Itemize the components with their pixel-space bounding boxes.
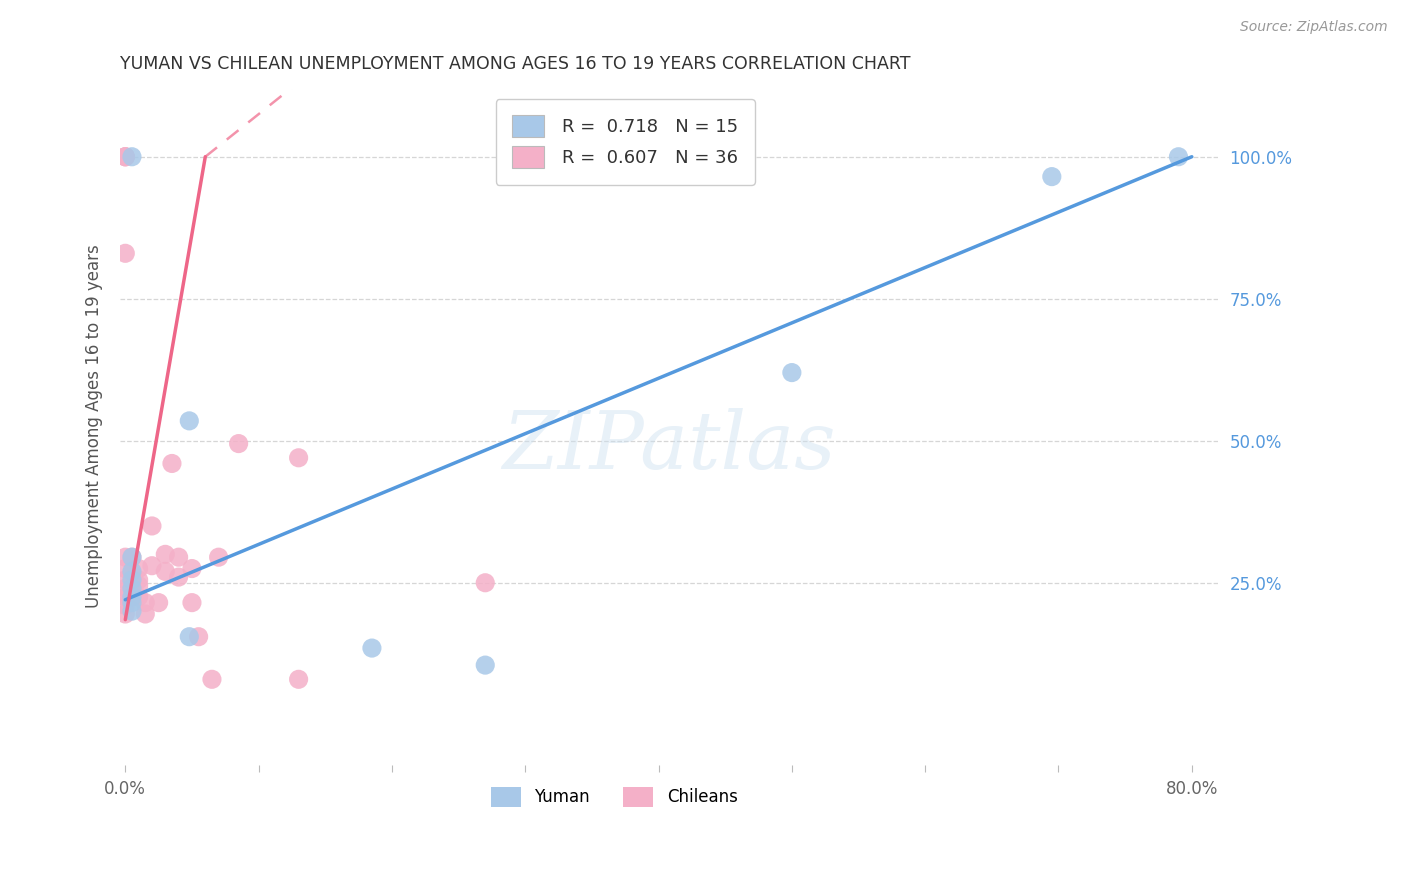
Point bbox=[121, 573, 143, 587]
Point bbox=[167, 570, 190, 584]
Point bbox=[155, 565, 177, 579]
Point bbox=[780, 366, 803, 380]
Point bbox=[134, 596, 156, 610]
Point bbox=[128, 573, 150, 587]
Point bbox=[181, 596, 204, 610]
Point bbox=[121, 582, 143, 596]
Point bbox=[121, 150, 143, 164]
Text: Source: ZipAtlas.com: Source: ZipAtlas.com bbox=[1240, 20, 1388, 34]
Point bbox=[187, 630, 209, 644]
Text: YUMAN VS CHILEAN UNEMPLOYMENT AMONG AGES 16 TO 19 YEARS CORRELATION CHART: YUMAN VS CHILEAN UNEMPLOYMENT AMONG AGES… bbox=[120, 55, 911, 73]
Point bbox=[121, 604, 143, 618]
Point bbox=[128, 561, 150, 575]
Point bbox=[121, 596, 143, 610]
Point bbox=[141, 519, 163, 533]
Point bbox=[287, 450, 309, 465]
Point bbox=[134, 607, 156, 621]
Point bbox=[114, 573, 136, 587]
Point bbox=[114, 150, 136, 164]
Point bbox=[207, 550, 229, 565]
Point bbox=[160, 457, 183, 471]
Point bbox=[121, 590, 143, 604]
Point bbox=[179, 630, 201, 644]
Point bbox=[121, 567, 143, 582]
Y-axis label: Unemployment Among Ages 16 to 19 years: Unemployment Among Ages 16 to 19 years bbox=[86, 244, 103, 608]
Point bbox=[121, 550, 143, 565]
Point bbox=[141, 558, 163, 573]
Point bbox=[114, 599, 136, 613]
Legend: Yuman, Chileans: Yuman, Chileans bbox=[485, 780, 744, 814]
Point bbox=[121, 550, 143, 565]
Point bbox=[287, 673, 309, 687]
Point bbox=[148, 596, 170, 610]
Point bbox=[114, 607, 136, 621]
Point bbox=[128, 590, 150, 604]
Point bbox=[474, 658, 496, 673]
Text: ZIPatlas: ZIPatlas bbox=[502, 408, 837, 485]
Point bbox=[114, 150, 136, 164]
Point bbox=[167, 550, 190, 565]
Point bbox=[201, 673, 224, 687]
Point bbox=[179, 414, 201, 428]
Point bbox=[128, 578, 150, 592]
Point bbox=[114, 550, 136, 565]
Point bbox=[114, 150, 136, 164]
Point bbox=[121, 565, 143, 579]
Point bbox=[361, 641, 384, 656]
Point bbox=[114, 561, 136, 575]
Point bbox=[228, 436, 250, 450]
Point bbox=[1040, 169, 1063, 184]
Point bbox=[474, 575, 496, 590]
Point bbox=[181, 561, 204, 575]
Point bbox=[114, 582, 136, 596]
Point bbox=[114, 590, 136, 604]
Point bbox=[1167, 150, 1189, 164]
Point bbox=[114, 246, 136, 260]
Point bbox=[155, 547, 177, 561]
